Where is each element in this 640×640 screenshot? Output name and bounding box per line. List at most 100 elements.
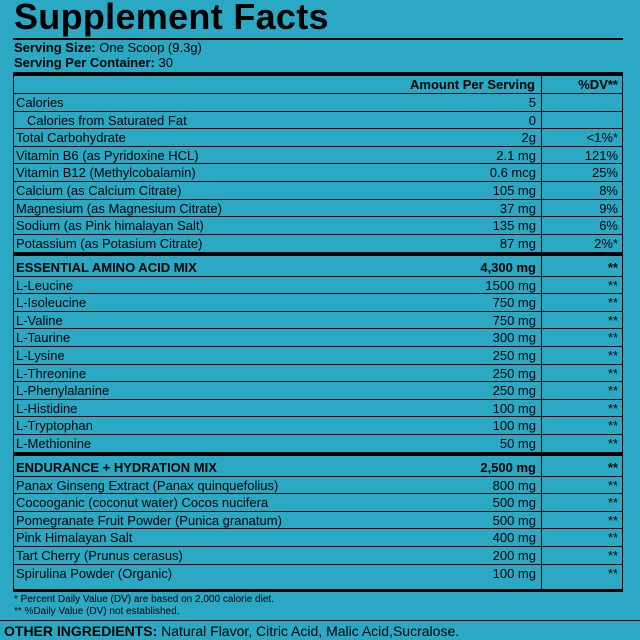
label: Serving Size: — [14, 40, 96, 55]
daily-value: ** — [607, 260, 618, 275]
nutrient-name: Calcium (as Calcium Citrate) — [16, 183, 182, 198]
amount: 800 mg — [492, 477, 536, 493]
table-row: L-Phenylalanine 250 mg ** — [13, 382, 622, 400]
table-row: ENDURANCE + HYDRATION MIX 2,500 mg ** — [13, 459, 622, 477]
table-row: Vitamin B12 (Methylcobalamin) 0.6 mcg 25% — [13, 164, 622, 182]
daily-value: ** — [607, 477, 618, 493]
table-row: L-Methionine 50 mg ** — [13, 435, 622, 453]
nutrient-name: Potassium (as Potasium Citrate) — [16, 235, 203, 251]
table-row: L-Threonine 250 mg ** — [13, 365, 622, 383]
amount: 135 mg — [492, 218, 536, 234]
nutrient-name: Vitamin B12 (Methylcobalamin) — [16, 165, 196, 181]
nutrient-name: Pink Himalayan Salt — [16, 530, 133, 546]
nutrient-name: Tart Cherry (Prunus cerasus) — [16, 548, 183, 563]
nutrient-name: L-Methionine — [16, 436, 92, 451]
amount: 2g — [521, 130, 536, 146]
border — [622, 76, 623, 590]
amount: 5 — [528, 95, 536, 110]
daily-value: 25% — [591, 165, 618, 181]
daily-value: ** — [607, 512, 618, 528]
table-row: ESSENTIAL AMINO ACID MIX 4,300 mg ** — [13, 259, 622, 277]
amount: 100 mg — [492, 565, 536, 581]
nutrient-name: ESSENTIAL AMINO ACID MIX — [16, 260, 197, 275]
daily-value: <1%* — [586, 130, 618, 146]
amount: 400 mg — [492, 530, 536, 546]
border — [13, 76, 14, 590]
table-row: L-Lysine 250 mg ** — [13, 347, 622, 365]
thick-rule — [13, 589, 623, 592]
servings: Serving Per Container: 30 — [14, 55, 173, 70]
daily-value: ** — [607, 436, 618, 451]
daily-value: 9% — [599, 200, 618, 216]
title: Supplement Facts — [14, 0, 329, 37]
value: 30 — [158, 55, 173, 70]
nutrient-name: L-Valine — [16, 312, 63, 328]
amount: 87 mg — [499, 235, 536, 251]
label: Serving Per Container: — [14, 55, 155, 70]
table-row: L-Valine 750 mg ** — [13, 312, 622, 330]
daily-value: ** — [607, 495, 618, 511]
nutrient-name: Panax Ginseng Extract (Panax quinquefoli… — [16, 477, 279, 493]
table-row: L-Histidine 100 mg ** — [13, 400, 622, 418]
amount: 300 mg — [492, 330, 536, 346]
other-ingredients: OTHER INGREDIENTS: Natural Flavor, Citri… — [4, 623, 459, 639]
table-row: Potassium (as Potasium Citrate) 87 mg 2%* — [13, 235, 622, 253]
amount: 750 mg — [492, 295, 536, 311]
table-row: L-Isoleucine 750 mg ** — [13, 294, 622, 312]
nutrient-name: Spirulina Powder (Organic) — [16, 565, 173, 581]
column-header: %DV** — [578, 77, 618, 92]
table-row: Pink Himalayan Salt 400 mg ** — [13, 529, 622, 547]
rule — [13, 38, 623, 40]
nutrient-name: L-Taurine — [16, 330, 71, 346]
amount: 0 — [528, 112, 536, 128]
nutrient-name: Calories — [16, 95, 64, 110]
nutrient-name: L-Isoleucine — [16, 295, 87, 311]
amount: 50 mg — [499, 436, 536, 451]
daily-value: ** — [607, 383, 618, 399]
thick-rule — [13, 452, 623, 456]
label: OTHER INGREDIENTS: — [4, 623, 158, 639]
daily-value: 2%* — [594, 235, 618, 251]
amount: 4,300 mg — [480, 260, 536, 275]
rule — [0, 620, 640, 621]
nutrient-name: Pomegranate Fruit Powder (Punica granatu… — [16, 512, 282, 528]
table-row: L-Taurine 300 mg ** — [13, 329, 622, 347]
daily-value: ** — [607, 460, 618, 475]
thick-rule — [13, 252, 623, 256]
table-row: Calcium (as Calcium Citrate) 105 mg 8% — [13, 182, 622, 200]
daily-value: ** — [607, 330, 618, 346]
table-row: Magnesium (as Magnesium Citrate) 37 mg 9% — [13, 200, 622, 218]
rule — [13, 93, 623, 94]
daily-value: 121% — [584, 147, 618, 163]
amount: 750 mg — [492, 312, 536, 328]
nutrient-name: L-Histidine — [16, 400, 78, 416]
table-row: L-Tryptophan 100 mg ** — [13, 417, 622, 435]
table-row: Tart Cherry (Prunus cerasus) 200 mg ** — [13, 547, 622, 565]
table-row: Panax Ginseng Extract (Panax quinquefoli… — [13, 477, 622, 495]
value: One Scoop (9.3g) — [99, 40, 202, 55]
amount: 105 mg — [492, 183, 536, 198]
daily-value: 8% — [599, 183, 618, 198]
daily-value: ** — [607, 365, 618, 381]
value: Natural Flavor, Citric Acid, Malic Acid,… — [161, 623, 460, 639]
table-row: Calories 5 — [13, 94, 622, 112]
nutrient-name: Total Carbohydrate — [16, 130, 126, 146]
daily-value: ** — [607, 565, 618, 581]
thick-rule — [13, 72, 623, 76]
amount: 200 mg — [492, 548, 536, 563]
footnote: * Percent Daily Value (DV) are based on … — [14, 594, 274, 605]
nutrient-name: L-Tryptophan — [16, 418, 93, 434]
daily-value: ** — [607, 418, 618, 434]
table-row: Calories from Saturated Fat 0 — [13, 112, 622, 130]
nutrient-name: L-Leucine — [16, 277, 74, 293]
nutrient-name: ENDURANCE + HYDRATION MIX — [16, 460, 217, 475]
nutrient-name: L-Lysine — [16, 348, 65, 363]
nutrient-name: Sodium (as Pink himalayan Salt) — [16, 218, 204, 234]
table-row: Cocooganic (coconut water) Cocos nucifer… — [13, 494, 622, 512]
amount: 250 mg — [492, 383, 536, 399]
nutrient-name: Cocooganic (coconut water) Cocos nucifer… — [16, 495, 269, 511]
daily-value: ** — [607, 295, 618, 311]
table-row: Sodium (as Pink himalayan Salt) 135 mg 6% — [13, 217, 622, 235]
nutrient-name: Magnesium (as Magnesium Citrate) — [16, 200, 222, 216]
